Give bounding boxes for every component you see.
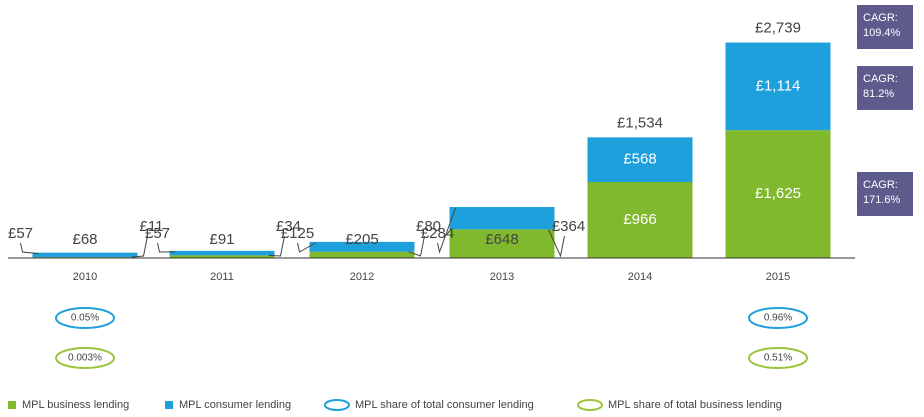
total-label: £205 — [345, 231, 378, 248]
legend-label: MPL share of total business lending — [608, 399, 782, 411]
cagr-box: CAGR: 81.2% — [857, 66, 913, 110]
x-tick-label: 2010 — [73, 271, 97, 283]
bar-segment — [169, 255, 275, 258]
bracket — [548, 229, 565, 258]
segment-label: £11 — [140, 218, 164, 235]
bracket — [408, 235, 425, 257]
total-label: £91 — [209, 231, 234, 248]
cagr-box: CAGR: 171.6% — [857, 172, 913, 216]
legend-label: MPL consumer lending — [179, 399, 291, 411]
total-label: £1,534 — [617, 114, 663, 131]
bracket — [268, 235, 285, 257]
x-tick-label: 2012 — [350, 271, 374, 283]
legend-swatch — [577, 399, 603, 411]
segment-label: £364 — [552, 218, 585, 235]
share-label: 0.003% — [68, 353, 102, 364]
bracket — [157, 242, 176, 253]
share-oval — [55, 347, 115, 369]
cagr-box: CAGR: 109.4% — [857, 5, 913, 49]
bracket — [20, 242, 39, 255]
legend-label: MPL business lending — [22, 399, 129, 411]
bar-segment — [309, 241, 415, 252]
segment-label: £125 — [281, 225, 314, 242]
bar-segment — [725, 130, 831, 258]
bar-segment — [725, 42, 831, 131]
bar-segment — [169, 250, 275, 256]
share-label: 0.96% — [764, 313, 792, 324]
segment-label: £80 — [416, 218, 441, 235]
segment-label: £57 — [145, 225, 170, 242]
bar-segment — [587, 137, 693, 183]
share-oval — [748, 307, 808, 329]
segment-label: £568 — [623, 151, 656, 168]
segment-label: £34 — [276, 218, 301, 235]
segment-label: £1,114 — [756, 77, 801, 94]
bracket — [437, 207, 456, 254]
share-oval — [748, 347, 808, 369]
legend-swatch — [324, 399, 350, 411]
legend-label: MPL share of total consumer lending — [355, 399, 534, 411]
bracket — [131, 235, 148, 258]
bar-segment — [32, 252, 138, 258]
share-label: 0.05% — [71, 313, 99, 324]
x-tick-label: 2014 — [628, 271, 652, 283]
legend-swatch — [165, 401, 173, 409]
x-tick-label: 2011 — [210, 271, 234, 283]
segment-label: £284 — [421, 225, 454, 242]
segment-label: £57 — [8, 225, 33, 242]
segment-label: £1,625 — [755, 185, 801, 202]
x-tick-label: 2013 — [490, 271, 514, 283]
legend-swatch — [8, 401, 16, 409]
share-label: 0.51% — [764, 353, 792, 364]
share-oval — [55, 307, 115, 329]
bar-segment — [309, 251, 415, 258]
bracket — [297, 242, 316, 253]
total-label: £648 — [485, 231, 518, 248]
bar-segment — [449, 207, 555, 230]
bar-segment — [587, 182, 693, 258]
total-label: £68 — [72, 231, 97, 248]
x-tick-label: 2015 — [766, 271, 790, 283]
total-label: £2,739 — [755, 20, 801, 37]
segment-label: £966 — [623, 211, 656, 228]
bar-segment — [449, 229, 555, 258]
